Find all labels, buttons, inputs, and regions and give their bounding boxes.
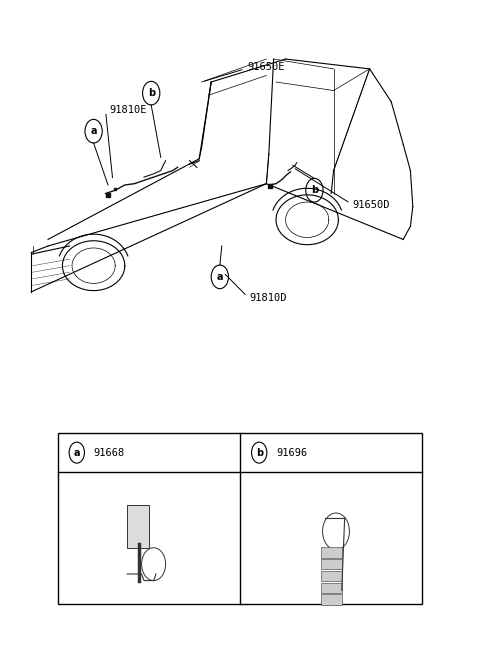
FancyBboxPatch shape <box>321 559 342 569</box>
FancyBboxPatch shape <box>321 547 342 558</box>
FancyBboxPatch shape <box>127 505 149 548</box>
Text: a: a <box>216 272 223 282</box>
Text: a: a <box>90 126 97 136</box>
Text: a: a <box>73 447 80 458</box>
Text: b: b <box>256 447 263 458</box>
Text: 91650E: 91650E <box>247 62 285 72</box>
Text: b: b <box>148 88 155 98</box>
FancyBboxPatch shape <box>321 571 342 581</box>
Text: 91668: 91668 <box>94 447 125 458</box>
Text: 91650D: 91650D <box>353 199 390 210</box>
Text: 91810D: 91810D <box>250 293 287 304</box>
Text: 91810E: 91810E <box>109 104 147 115</box>
Text: b: b <box>311 185 318 195</box>
FancyBboxPatch shape <box>321 583 342 593</box>
FancyBboxPatch shape <box>58 433 422 604</box>
FancyBboxPatch shape <box>321 594 342 605</box>
Text: 91696: 91696 <box>276 447 307 458</box>
